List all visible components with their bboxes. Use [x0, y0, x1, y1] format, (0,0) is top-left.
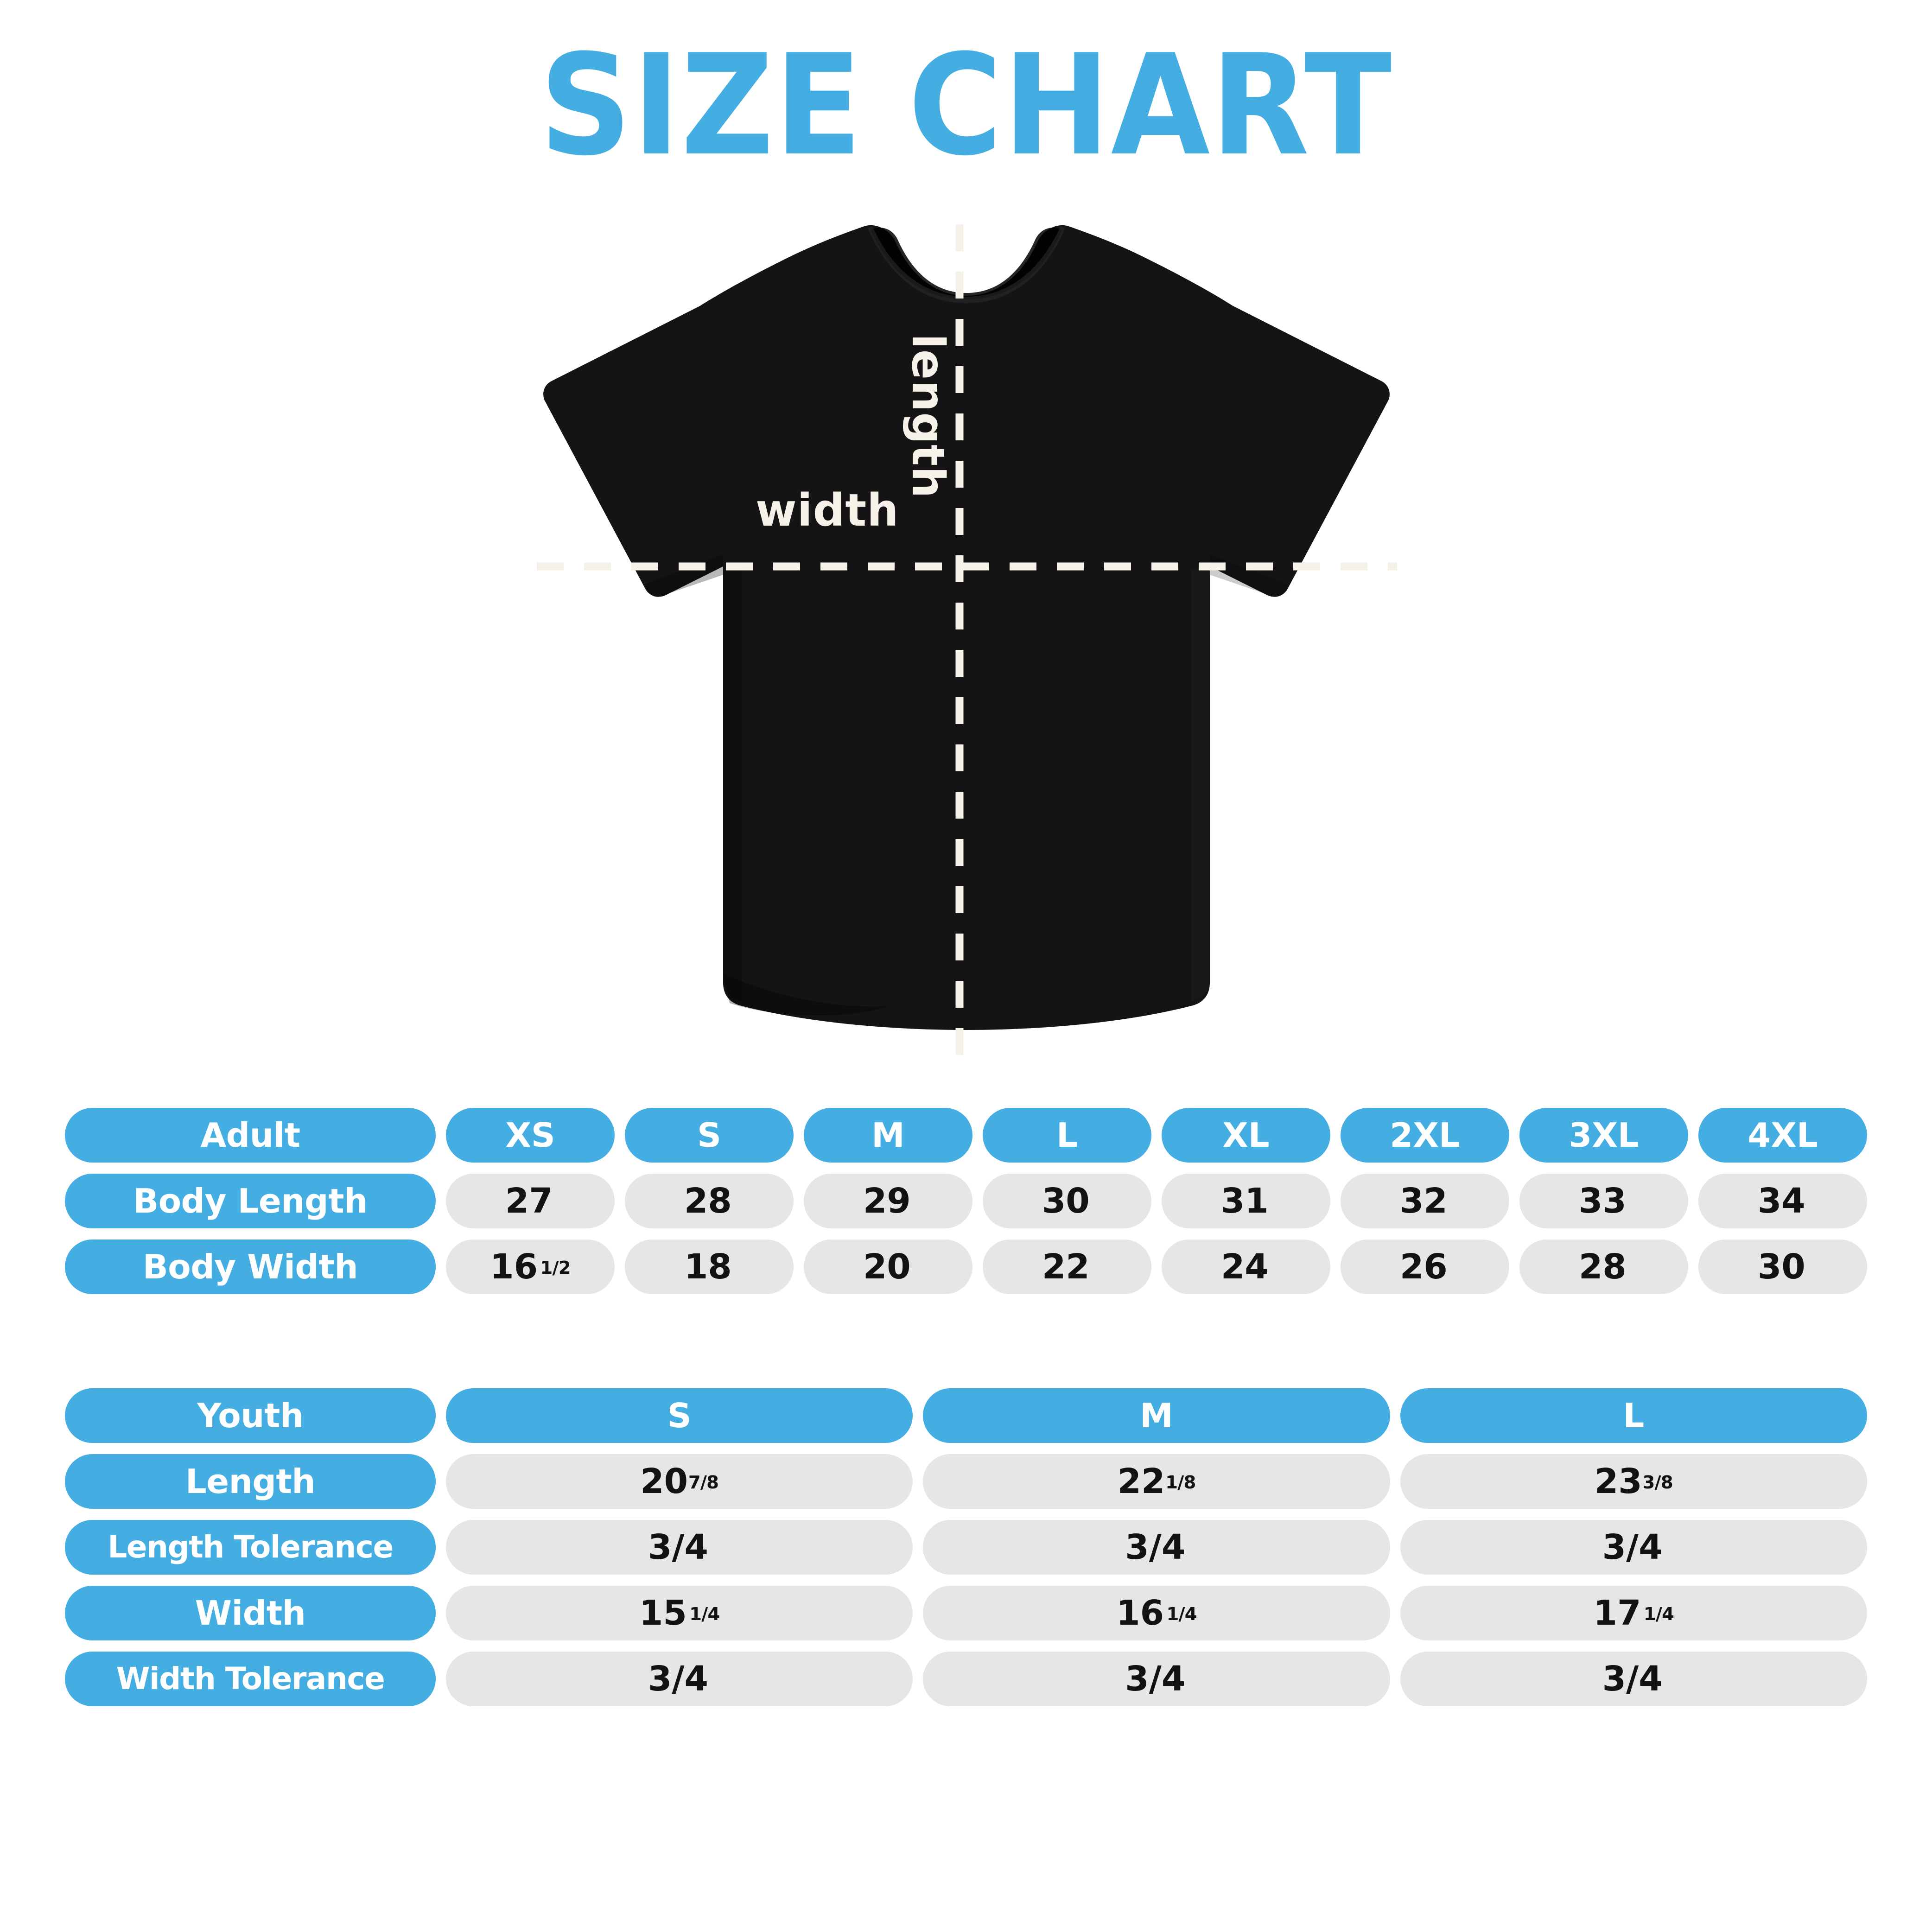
value-whole: 30	[1757, 1247, 1805, 1287]
width-measurement-label: width	[756, 484, 899, 536]
adult-size-s[interactable]: S	[625, 1108, 794, 1163]
adult-size-xs[interactable]: XS	[446, 1108, 615, 1163]
adult-size-m[interactable]: M	[804, 1108, 972, 1163]
value-whole: 3/4	[648, 1659, 708, 1699]
value-whole: 33	[1578, 1181, 1627, 1221]
youth-size-s[interactable]: S	[446, 1388, 913, 1443]
adult-size-l[interactable]: L	[983, 1108, 1151, 1163]
table-cell: 20 7/8	[446, 1454, 913, 1509]
table-cell: 28	[625, 1174, 794, 1228]
youth-size-m[interactable]: M	[923, 1388, 1390, 1443]
youth-size-l[interactable]: L	[1400, 1388, 1867, 1443]
table-cell: 3/4	[446, 1520, 913, 1575]
value-whole: 3/4	[1125, 1527, 1186, 1567]
value-whole: 29	[863, 1181, 911, 1221]
value-fraction: 1/4	[1166, 1604, 1197, 1625]
table-cell: 18	[625, 1239, 794, 1294]
value-whole: 28	[1578, 1247, 1627, 1287]
value-whole: 17	[1593, 1593, 1641, 1633]
value-whole: 26	[1399, 1247, 1448, 1287]
table-cell: 3/4	[1400, 1520, 1867, 1575]
youth-table-label: Youth	[65, 1388, 436, 1443]
row-label-length-tolerance: Length Tolerance	[65, 1520, 436, 1575]
table-cell: 16 1/2	[446, 1239, 615, 1294]
value-whole: 15	[639, 1593, 687, 1633]
value-fraction: 3/8	[1642, 1472, 1673, 1493]
value-whole: 24	[1220, 1247, 1269, 1287]
value-whole: 3/4	[648, 1527, 708, 1567]
row-label-width-tolerance: Width Tolerance	[65, 1652, 436, 1706]
value-whole: 22	[1042, 1247, 1090, 1287]
table-cell: 29	[804, 1174, 972, 1228]
table-cell: 30	[983, 1174, 1151, 1228]
youth-width-tolerance-row: Width Tolerance 3/4 3/4 3/4	[65, 1652, 1867, 1706]
table-cell: 20	[804, 1239, 972, 1294]
value-whole: 20	[863, 1247, 911, 1287]
value-whole: 3/4	[1602, 1659, 1663, 1699]
table-cell: 3/4	[1400, 1652, 1867, 1706]
table-cell: 3/4	[923, 1652, 1390, 1706]
value-whole: 27	[505, 1181, 553, 1221]
youth-size-table: Youth S M L Length 20 7/8 22 1/8 23 3/8 Len…	[65, 1388, 1867, 1706]
table-cell: 3/4	[446, 1652, 913, 1706]
adult-body-length-row: Body Length 27 28 29 30 31 32 33 34	[65, 1174, 1867, 1228]
table-cell: 34	[1698, 1174, 1867, 1228]
value-whole: 18	[684, 1247, 732, 1287]
table-cell: 30	[1698, 1239, 1867, 1294]
value-fraction: 1/4	[1643, 1604, 1674, 1625]
adult-body-width-row: Body Width 16 1/2 18 20 22 24 26 28 30	[65, 1239, 1867, 1294]
value-whole: 3/4	[1602, 1527, 1663, 1567]
adult-header-row: Adult XS S M L XL 2XL 3XL 4XL	[65, 1108, 1867, 1163]
table-cell: 28	[1519, 1239, 1688, 1294]
value-whole: 34	[1757, 1181, 1805, 1221]
value-whole: 28	[684, 1181, 732, 1221]
value-whole: 3/4	[1125, 1659, 1186, 1699]
value-fraction: 1/4	[689, 1604, 720, 1625]
tshirt-illustration: width length	[524, 218, 1409, 1085]
value-whole: 30	[1042, 1181, 1090, 1221]
table-cell: 22 1/8	[923, 1454, 1390, 1509]
value-fraction: 1/8	[1165, 1472, 1196, 1493]
value-whole: 23	[1594, 1462, 1642, 1501]
table-cell: 3/4	[923, 1520, 1390, 1575]
value-fraction: 7/8	[688, 1472, 719, 1493]
table-cell: 15 1/4	[446, 1586, 913, 1640]
adult-size-3xl[interactable]: 3XL	[1519, 1108, 1688, 1163]
table-cell: 26	[1341, 1239, 1509, 1294]
table-cell: 32	[1341, 1174, 1509, 1228]
adult-size-xl[interactable]: XL	[1162, 1108, 1330, 1163]
table-cell: 31	[1162, 1174, 1330, 1228]
table-cell: 27	[446, 1174, 615, 1228]
adult-size-table: Adult XS S M L XL 2XL 3XL 4XL Body Lengt…	[65, 1108, 1867, 1294]
page-title: SIZE CHART	[539, 25, 1393, 186]
youth-header-row: Youth S M L	[65, 1388, 1867, 1443]
table-cell: 23 3/8	[1400, 1454, 1867, 1509]
value-fraction: 1/2	[540, 1258, 571, 1278]
value-whole: 16	[1116, 1593, 1164, 1633]
adult-size-2xl[interactable]: 2XL	[1341, 1108, 1509, 1163]
adult-table-label: Adult	[65, 1108, 436, 1163]
table-cell: 24	[1162, 1239, 1330, 1294]
row-label-body-width: Body Width	[65, 1239, 436, 1294]
value-whole: 16	[490, 1247, 538, 1287]
table-cell: 17 1/4	[1400, 1586, 1867, 1640]
length-measurement-label: length	[902, 334, 954, 499]
youth-length-tolerance-row: Length Tolerance 3/4 3/4 3/4	[65, 1520, 1867, 1575]
youth-length-row: Length 20 7/8 22 1/8 23 3/8	[65, 1454, 1867, 1509]
tshirt-icon	[537, 224, 1397, 1074]
adult-size-4xl[interactable]: 4XL	[1698, 1108, 1867, 1163]
value-whole: 20	[640, 1462, 688, 1501]
row-label-body-length: Body Length	[65, 1174, 436, 1228]
row-label-width: Width	[65, 1586, 436, 1640]
table-cell: 33	[1519, 1174, 1688, 1228]
youth-width-row: Width 15 1/4 16 1/4 17 1/4	[65, 1586, 1867, 1640]
table-cell: 16 1/4	[923, 1586, 1390, 1640]
value-whole: 22	[1117, 1462, 1165, 1501]
table-cell: 22	[983, 1239, 1151, 1294]
value-whole: 31	[1220, 1181, 1269, 1221]
value-whole: 32	[1399, 1181, 1448, 1221]
row-label-length: Length	[65, 1454, 436, 1509]
